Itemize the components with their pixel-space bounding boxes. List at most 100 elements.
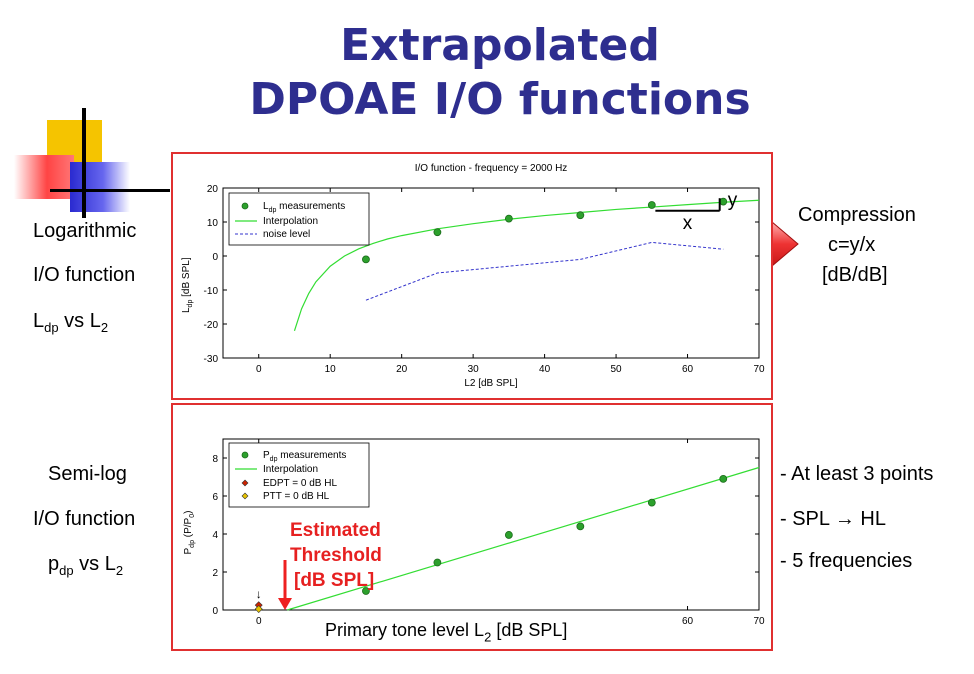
io-function-label-1: I/O function	[33, 264, 136, 286]
plot2-ylabel: Pdp (P/P0)	[183, 511, 196, 555]
plot1-ylabel: Ldp [dB SPL]	[181, 257, 194, 313]
red-square	[14, 155, 74, 199]
plot1-ytick-label: 10	[207, 218, 219, 229]
plot2-ylabel-part-0: P	[183, 548, 194, 555]
plot2-ytick-label: 8	[212, 454, 218, 465]
plot1-measurement-point	[719, 197, 728, 206]
plot1-x-annot: x	[683, 213, 693, 234]
plot1-ylabel-part-2: [dB SPL]	[181, 257, 192, 299]
pdp-vs-l2-label: pdp vs L2	[48, 553, 123, 578]
plot2-legend-measurements-part-0: P	[263, 450, 270, 461]
ldp-sub: dp	[44, 320, 59, 335]
ldp-vs-l2-label: Ldp vs L2	[33, 310, 108, 335]
plot2-xtick-label: 70	[753, 616, 765, 627]
pdp-main: p	[48, 553, 60, 575]
estimated-threshold-label: Estimated Threshold [dB SPL]	[290, 518, 382, 593]
plot1-xtick-label: 40	[539, 364, 551, 375]
plot2-ytick-label: 6	[212, 492, 218, 503]
ldp-main: L	[33, 310, 45, 332]
plot1-measurement-point	[576, 211, 585, 220]
plot1-ytick-label: -30	[204, 354, 219, 365]
plot2-ytick-label: 2	[212, 568, 218, 579]
plot1-legend-noise: noise level	[263, 229, 310, 240]
plot2-ytick-label: 0	[212, 606, 218, 617]
blue-square	[70, 162, 130, 212]
plot1-legend-marker	[241, 202, 249, 210]
plot2-xlabel-part-0: Primary tone level L	[325, 620, 484, 640]
plot2-ytick-label: 4	[212, 530, 218, 541]
plot2-legend-edpt-marker	[241, 479, 249, 487]
ldp-rest: vs L	[58, 310, 101, 332]
plot1-ylabel-part-1: dp	[187, 300, 194, 308]
compression-unit: [dB/dB]	[822, 264, 888, 286]
plot1-measurement-point	[647, 201, 656, 209]
plot2-ptt-point	[254, 605, 263, 613]
plot2-measurement-point	[647, 498, 656, 507]
bullet-spl-to-hl: - SPL → HL	[780, 508, 886, 531]
plot2-interpolation-line	[287, 466, 760, 611]
pdp-sub2: 2	[115, 563, 124, 578]
plot2-legend-interpolation: Interpolation	[263, 464, 318, 475]
threshold-line-2: Threshold	[290, 545, 382, 566]
plot1-xtick-label: 30	[468, 364, 480, 375]
plot2-legend-measurements-part-2: measurements	[277, 450, 346, 461]
plot1-xtick-label: 10	[325, 364, 337, 375]
threshold-line-3: [dB SPL]	[294, 570, 375, 591]
bullet2-a: - SPL	[780, 508, 835, 530]
plot1-legend-measurements-part-2: measurements	[276, 201, 345, 212]
bullet-5-frequencies: - 5 frequencies	[780, 550, 913, 572]
plot2-legend-ptt: PTT = 0 dB HL	[263, 491, 330, 502]
plot1-measurement-point	[362, 255, 370, 264]
pdp-rest: vs L	[73, 553, 116, 575]
plot2-ylabel-part-4: )	[183, 511, 194, 514]
plot2-legend-measurements: Pdp measurements	[263, 450, 346, 463]
plot2-xtick-label: 60	[682, 616, 694, 627]
plot1-interpolation-line	[293, 199, 760, 331]
plot2-legend-marker	[241, 451, 249, 459]
plot1-measurement-point	[504, 214, 513, 223]
threshold-arrow	[278, 560, 292, 610]
ldp-sub2: 2	[100, 320, 109, 335]
plot1-measurement-point	[433, 228, 442, 237]
plot1-noise-line	[365, 241, 724, 301]
horizontal-line	[50, 189, 170, 192]
plot2-legend-box	[228, 442, 370, 508]
plot1-ytick-label: 0	[212, 252, 218, 263]
plot2-ylabel-part-3: 0	[189, 514, 196, 518]
bottom-plot-panel: 0 60 70 0 2 4 6 8 Primary tone level L2 [dB SPL]…	[171, 403, 773, 651]
plot1-legend-measurements-part-1: dp	[269, 207, 277, 214]
top-plot-panel: I/O function - frequency = 2000 Hz 0 10 20 3…	[171, 152, 773, 400]
plot2-measurement-point	[719, 475, 728, 483]
logarithmic-label: Logarithmic	[33, 220, 137, 242]
plot2-measurement-point	[576, 522, 585, 531]
plot1-xtick-label: 70	[753, 364, 765, 375]
title-line-2: DPOAE I/O functions	[249, 74, 751, 125]
plot2-xlabel: Primary tone level L2 [dB SPL]	[325, 620, 567, 644]
plot2-xlabel-part-1: 2	[484, 629, 491, 644]
plot1-ytick-label: -20	[204, 320, 219, 331]
plot2-ylabel-part-2: (P/P	[183, 517, 194, 540]
right-arrow-icon: →	[834, 508, 855, 530]
bullet-at-least-3-points: - At least 3 points	[780, 463, 934, 485]
plot2-ylabel-part-1: dp	[189, 540, 196, 548]
compression-label: Compression	[798, 204, 916, 226]
io-function-label-2: I/O function	[33, 508, 136, 530]
plot1-xtick-label: 0	[256, 364, 262, 375]
plot2-legend-ptt-marker	[241, 492, 249, 500]
plot1-xtick-label: 20	[396, 364, 408, 375]
plot1-xlabel: L2 [dB SPL]	[464, 378, 518, 389]
plot1-title: I/O function - frequency = 2000 Hz	[415, 163, 568, 174]
plot1-ytick-label: 20	[207, 184, 219, 195]
plot2-xlabel-part-2: [dB SPL]	[491, 620, 567, 640]
plot1-legend-measurements-part-0: L	[263, 201, 269, 212]
bullet2-b: HL	[854, 508, 886, 530]
plot2-xtick-label: 0	[256, 616, 262, 627]
plot1-y-annot: y	[728, 190, 738, 211]
plot2-small-down-arrow: ↓	[256, 587, 262, 601]
plot2-measurement-point	[504, 531, 513, 539]
plot1-legend-box	[228, 192, 370, 246]
vertical-line	[82, 108, 86, 218]
plot2-legend-measurements-part-1: dp	[270, 456, 278, 463]
top-io-plot: I/O function - frequency = 2000 Hz 0 10 20 3…	[181, 163, 765, 389]
plot2-measurement-point	[362, 587, 370, 595]
